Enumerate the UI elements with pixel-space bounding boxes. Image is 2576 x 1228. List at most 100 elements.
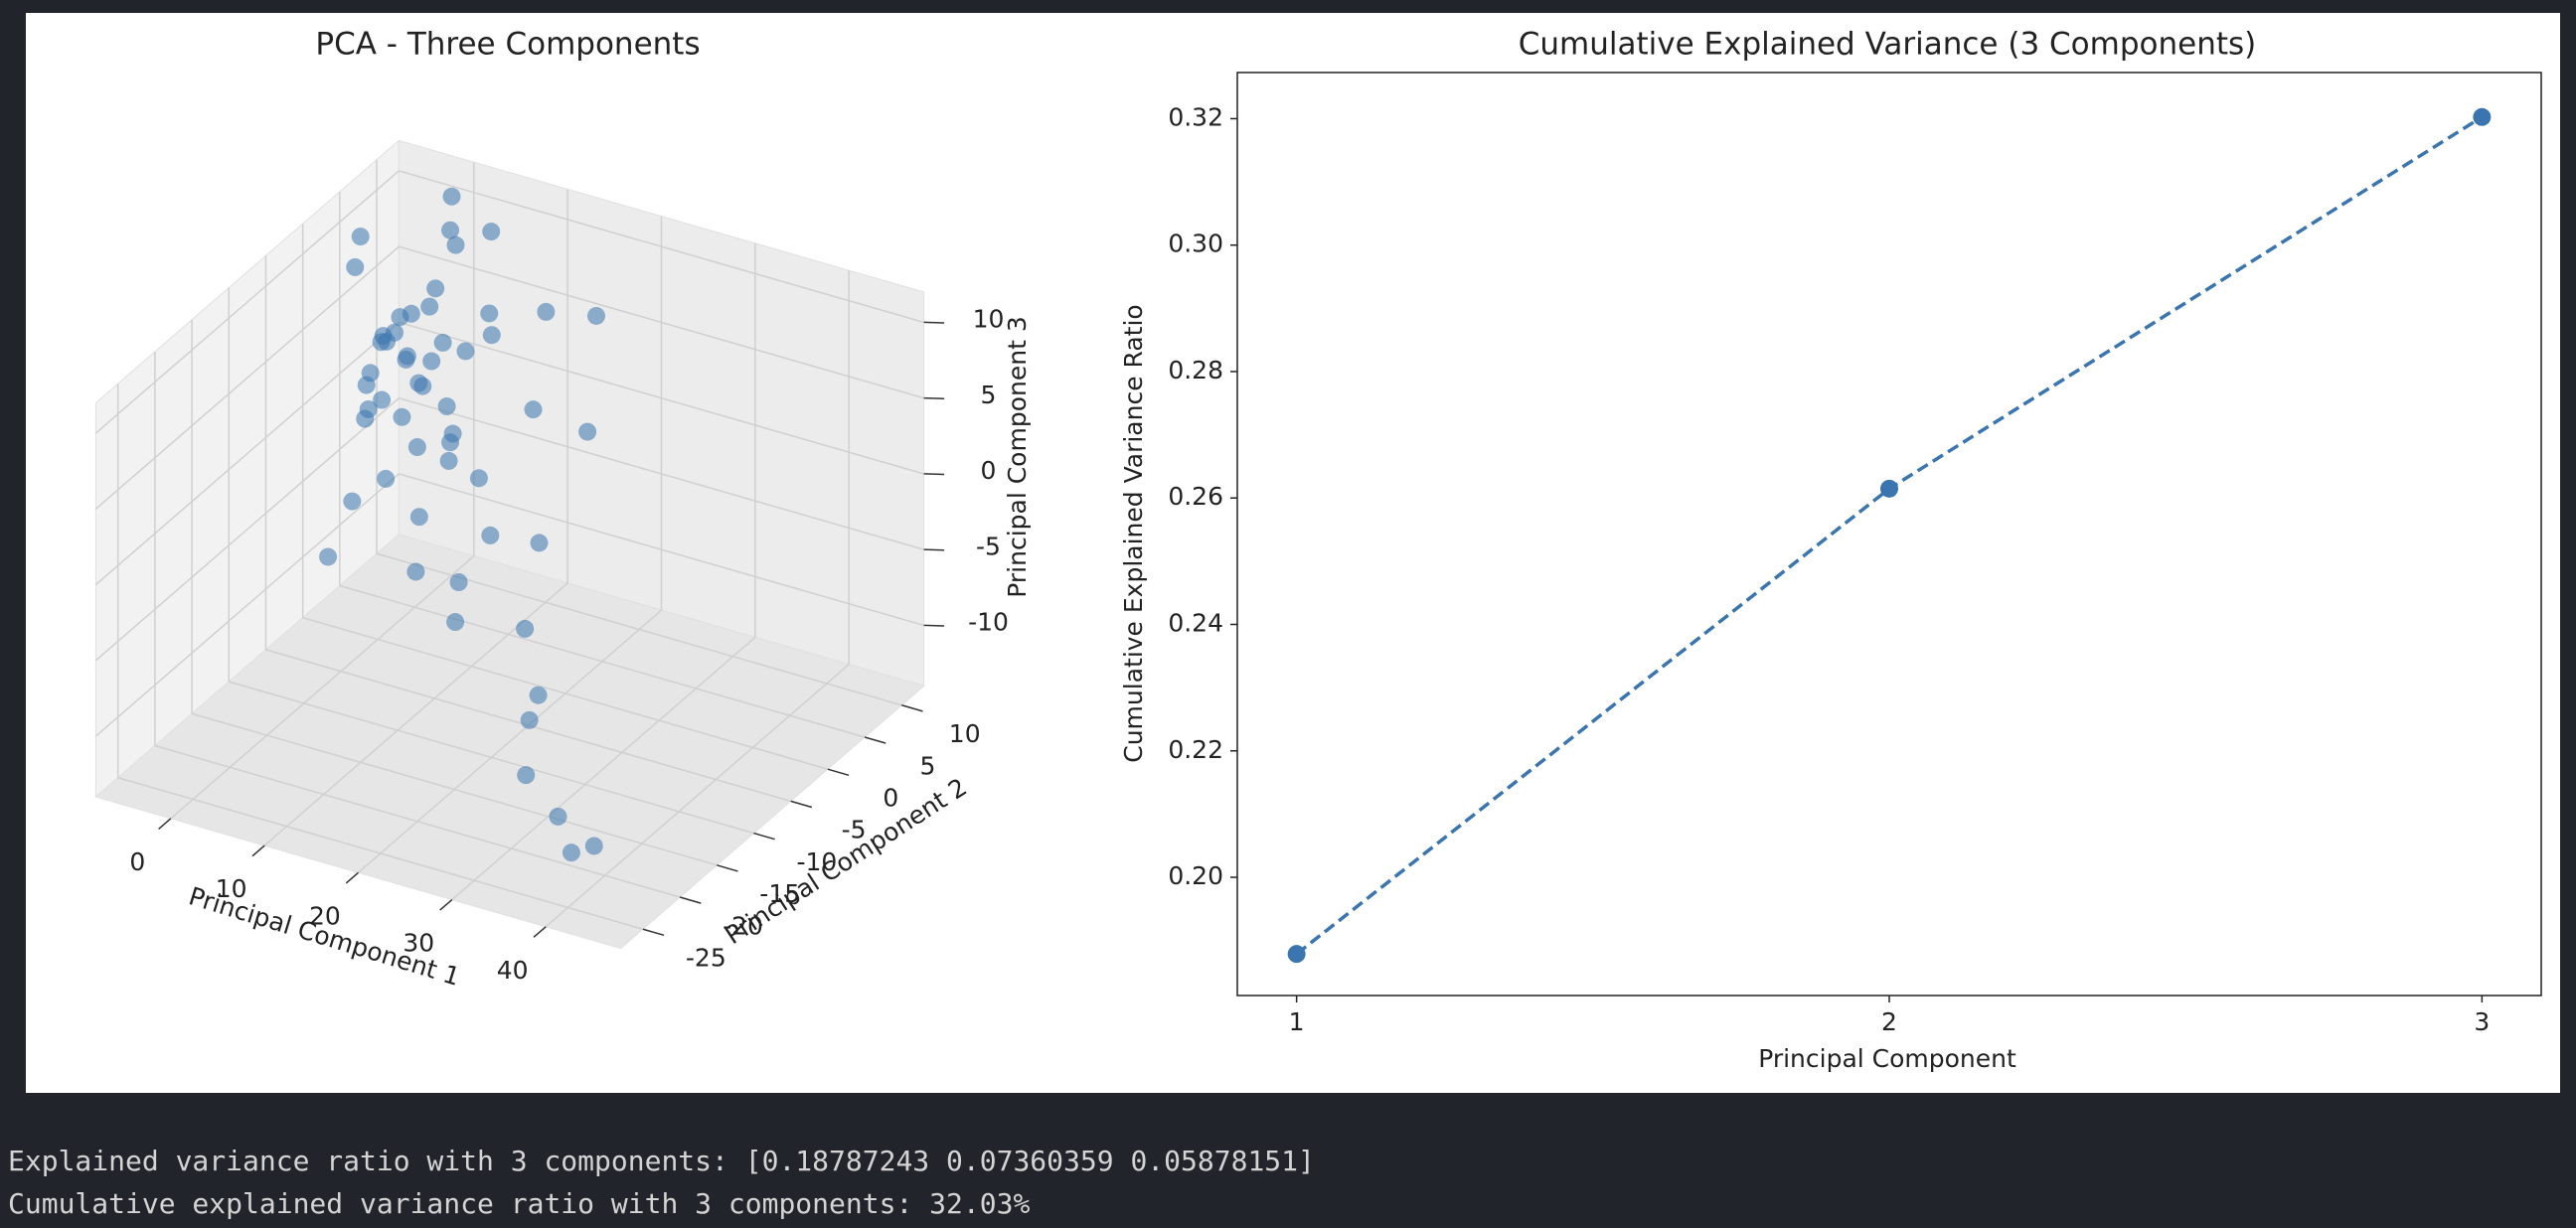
tick-mark xyxy=(679,896,702,904)
y-tick-label: -25 xyxy=(686,944,726,973)
point xyxy=(373,390,392,409)
point xyxy=(409,508,428,527)
y-tick-label: 0.30 xyxy=(1168,230,1223,258)
y-tick-label: 0.26 xyxy=(1168,482,1223,511)
z-tick-label: -10 xyxy=(968,608,1009,637)
point xyxy=(482,326,501,345)
y-tick-label: 0.32 xyxy=(1168,102,1223,131)
output-line: Explained variance ratio with 3 componen… xyxy=(8,1145,1315,1177)
y-tick-label: 10 xyxy=(949,719,981,748)
point xyxy=(524,400,543,419)
grid-line xyxy=(451,636,756,901)
y-tick-label: -5 xyxy=(842,816,867,844)
grid-line xyxy=(229,681,754,835)
grid-line xyxy=(302,616,829,770)
point xyxy=(437,397,456,416)
y-axis-label: Cumulative Explained Variance Ratio xyxy=(1119,304,1148,762)
y-tick-label: 0.24 xyxy=(1168,608,1223,637)
point xyxy=(549,807,567,826)
point xyxy=(377,469,396,488)
z-tick-label: 5 xyxy=(981,381,997,409)
point xyxy=(446,613,465,632)
z-tick-label: 0 xyxy=(981,456,997,485)
y-tick-label: 5 xyxy=(920,751,936,780)
tick-mark xyxy=(642,928,665,937)
point xyxy=(319,547,338,566)
grid-line xyxy=(117,777,644,930)
tick-mark xyxy=(251,844,265,857)
point xyxy=(422,352,441,371)
point xyxy=(433,333,452,352)
point xyxy=(413,377,432,395)
tick-mark xyxy=(790,800,813,809)
tick-mark xyxy=(717,864,738,872)
tick-mark xyxy=(345,871,359,884)
point xyxy=(426,279,445,298)
grid-line xyxy=(339,584,866,738)
y-tick-label: 0.20 xyxy=(1168,861,1223,890)
z-tick-label: -5 xyxy=(976,532,1001,560)
point xyxy=(446,235,465,254)
point xyxy=(516,619,535,638)
y-tick-label: 0.22 xyxy=(1168,735,1223,764)
tick-mark xyxy=(158,818,172,830)
point xyxy=(578,422,597,441)
point xyxy=(397,350,415,369)
grid-line xyxy=(94,321,400,586)
x-tick-label: 30 xyxy=(402,929,434,958)
marker xyxy=(1880,479,1898,498)
point xyxy=(442,187,461,206)
point xyxy=(393,407,411,426)
point xyxy=(449,573,468,592)
grid-line xyxy=(94,245,400,510)
tick-mark xyxy=(439,898,453,911)
point xyxy=(357,376,376,394)
grid-line xyxy=(358,609,662,873)
marker xyxy=(1287,945,1306,964)
point xyxy=(517,766,536,785)
point xyxy=(343,492,362,511)
grid-line xyxy=(545,664,850,928)
x-axis-label: Principal Component xyxy=(1758,1044,2016,1073)
point xyxy=(584,837,603,855)
x-tick-label: 20 xyxy=(309,901,341,930)
point xyxy=(420,297,439,316)
tick-mark xyxy=(923,548,945,551)
y-tick-label: 0.28 xyxy=(1168,356,1223,384)
tick-mark xyxy=(923,624,945,627)
grid-line xyxy=(94,397,400,662)
grid-line xyxy=(94,473,400,737)
x-tick-label: 3 xyxy=(2474,1007,2490,1036)
grid-line xyxy=(399,245,924,399)
tick-mark xyxy=(923,396,945,400)
tick-mark xyxy=(827,768,850,777)
z-axis-label: Principal Component 3 xyxy=(1003,316,1032,597)
grid-line xyxy=(154,744,681,898)
y-tick-label: -20 xyxy=(723,911,763,940)
grid-line xyxy=(399,170,924,324)
point xyxy=(407,438,426,457)
point xyxy=(356,409,375,428)
y-tick-label: 0 xyxy=(883,783,898,812)
point xyxy=(587,306,606,325)
point xyxy=(441,221,460,239)
tick-mark xyxy=(533,926,547,938)
point xyxy=(378,332,397,351)
x-tick-label: 40 xyxy=(497,956,529,985)
point xyxy=(480,304,499,323)
grid-line xyxy=(191,712,718,866)
chart-title: PCA - Three Components xyxy=(315,27,700,63)
y-tick-label: -15 xyxy=(759,879,800,908)
x-tick-label: 0 xyxy=(129,847,145,876)
x-tick-label: 10 xyxy=(216,874,247,903)
grid-line xyxy=(399,473,924,627)
tick-mark xyxy=(864,736,886,744)
point xyxy=(469,469,488,488)
y-tick-label: -10 xyxy=(797,847,838,876)
point xyxy=(562,844,580,862)
tick-mark xyxy=(923,473,945,476)
point xyxy=(481,526,500,544)
point xyxy=(346,257,365,276)
grid-line xyxy=(170,555,475,820)
